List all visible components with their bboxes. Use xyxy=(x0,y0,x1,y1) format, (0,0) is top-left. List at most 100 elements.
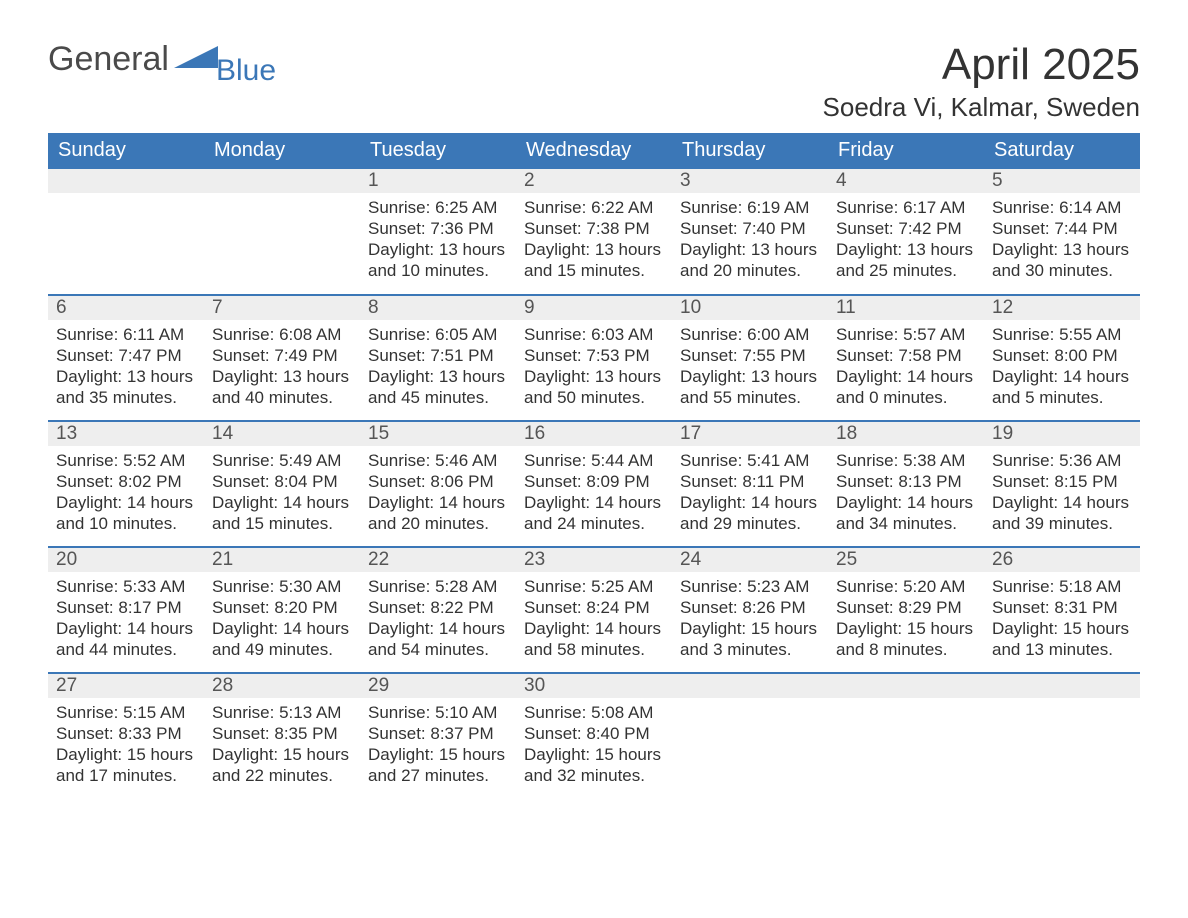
day-body: Sunrise: 5:49 AMSunset: 8:04 PMDaylight:… xyxy=(204,446,360,540)
day-dl2: and 39 minutes. xyxy=(992,513,1132,534)
day-cell: 16Sunrise: 5:44 AMSunset: 8:09 PMDayligh… xyxy=(516,421,672,547)
day-body: Sunrise: 6:08 AMSunset: 7:49 PMDaylight:… xyxy=(204,320,360,414)
day-dl2: and 35 minutes. xyxy=(56,387,196,408)
day-sunset: Sunset: 7:42 PM xyxy=(836,218,976,239)
day-dl1: Daylight: 13 hours xyxy=(212,366,352,387)
week-row: 1Sunrise: 6:25 AMSunset: 7:36 PMDaylight… xyxy=(48,169,1140,295)
day-sunrise: Sunrise: 5:28 AM xyxy=(368,576,508,597)
day-cell xyxy=(984,673,1140,799)
day-dl2: and 20 minutes. xyxy=(368,513,508,534)
day-sunset: Sunset: 7:55 PM xyxy=(680,345,820,366)
day-cell: 7Sunrise: 6:08 AMSunset: 7:49 PMDaylight… xyxy=(204,295,360,421)
day-sunrise: Sunrise: 6:11 AM xyxy=(56,324,196,345)
flag-icon xyxy=(174,46,218,77)
day-sunset: Sunset: 8:17 PM xyxy=(56,597,196,618)
week-row: 27Sunrise: 5:15 AMSunset: 8:33 PMDayligh… xyxy=(48,673,1140,799)
day-sunrise: Sunrise: 5:46 AM xyxy=(368,450,508,471)
day-number: 8 xyxy=(360,296,516,320)
day-dl1: Daylight: 14 hours xyxy=(56,618,196,639)
day-sunset: Sunset: 7:49 PM xyxy=(212,345,352,366)
day-sunrise: Sunrise: 5:33 AM xyxy=(56,576,196,597)
day-dl1: Daylight: 14 hours xyxy=(992,366,1132,387)
day-sunset: Sunset: 8:35 PM xyxy=(212,723,352,744)
day-number: 18 xyxy=(828,422,984,446)
day-dl2: and 34 minutes. xyxy=(836,513,976,534)
day-cell xyxy=(204,169,360,295)
day-header: Thursday xyxy=(672,133,828,169)
day-dl2: and 30 minutes. xyxy=(992,260,1132,281)
day-dl1: Daylight: 13 hours xyxy=(680,366,820,387)
day-header: Sunday xyxy=(48,133,204,169)
day-body: Sunrise: 5:57 AMSunset: 7:58 PMDaylight:… xyxy=(828,320,984,414)
day-cell: 25Sunrise: 5:20 AMSunset: 8:29 PMDayligh… xyxy=(828,547,984,673)
day-sunrise: Sunrise: 6:00 AM xyxy=(680,324,820,345)
day-cell: 24Sunrise: 5:23 AMSunset: 8:26 PMDayligh… xyxy=(672,547,828,673)
day-dl2: and 32 minutes. xyxy=(524,765,664,786)
day-sunrise: Sunrise: 6:19 AM xyxy=(680,197,820,218)
day-sunset: Sunset: 7:40 PM xyxy=(680,218,820,239)
day-dl1: Daylight: 14 hours xyxy=(680,492,820,513)
day-cell: 11Sunrise: 5:57 AMSunset: 7:58 PMDayligh… xyxy=(828,295,984,421)
day-number: 26 xyxy=(984,548,1140,572)
day-body: Sunrise: 6:14 AMSunset: 7:44 PMDaylight:… xyxy=(984,193,1140,287)
day-body: Sunrise: 5:15 AMSunset: 8:33 PMDaylight:… xyxy=(48,698,204,792)
day-number: 10 xyxy=(672,296,828,320)
day-dl1: Daylight: 15 hours xyxy=(56,744,196,765)
day-sunset: Sunset: 8:26 PM xyxy=(680,597,820,618)
day-number: 3 xyxy=(672,169,828,193)
day-body: Sunrise: 5:28 AMSunset: 8:22 PMDaylight:… xyxy=(360,572,516,666)
day-dl2: and 45 minutes. xyxy=(368,387,508,408)
day-sunset: Sunset: 8:22 PM xyxy=(368,597,508,618)
day-dl1: Daylight: 15 hours xyxy=(212,744,352,765)
day-body: Sunrise: 5:44 AMSunset: 8:09 PMDaylight:… xyxy=(516,446,672,540)
title-block: April 2025 xyxy=(942,40,1140,90)
day-sunrise: Sunrise: 5:13 AM xyxy=(212,702,352,723)
day-cell: 21Sunrise: 5:30 AMSunset: 8:20 PMDayligh… xyxy=(204,547,360,673)
day-sunset: Sunset: 8:37 PM xyxy=(368,723,508,744)
day-sunset: Sunset: 8:24 PM xyxy=(524,597,664,618)
day-sunrise: Sunrise: 5:10 AM xyxy=(368,702,508,723)
day-dl1: Daylight: 15 hours xyxy=(992,618,1132,639)
day-dl1: Daylight: 14 hours xyxy=(212,492,352,513)
day-body: Sunrise: 5:10 AMSunset: 8:37 PMDaylight:… xyxy=(360,698,516,792)
day-sunrise: Sunrise: 5:38 AM xyxy=(836,450,976,471)
day-sunset: Sunset: 8:20 PM xyxy=(212,597,352,618)
day-dl1: Daylight: 14 hours xyxy=(212,618,352,639)
day-number xyxy=(984,674,1140,698)
day-dl2: and 15 minutes. xyxy=(212,513,352,534)
day-sunrise: Sunrise: 5:08 AM xyxy=(524,702,664,723)
day-cell: 14Sunrise: 5:49 AMSunset: 8:04 PMDayligh… xyxy=(204,421,360,547)
day-sunset: Sunset: 7:38 PM xyxy=(524,218,664,239)
day-dl1: Daylight: 15 hours xyxy=(680,618,820,639)
day-sunset: Sunset: 7:36 PM xyxy=(368,218,508,239)
day-number: 23 xyxy=(516,548,672,572)
day-cell: 13Sunrise: 5:52 AMSunset: 8:02 PMDayligh… xyxy=(48,421,204,547)
day-number: 4 xyxy=(828,169,984,193)
day-dl2: and 40 minutes. xyxy=(212,387,352,408)
day-body: Sunrise: 5:08 AMSunset: 8:40 PMDaylight:… xyxy=(516,698,672,792)
day-dl1: Daylight: 14 hours xyxy=(524,492,664,513)
day-cell: 5Sunrise: 6:14 AMSunset: 7:44 PMDaylight… xyxy=(984,169,1140,295)
day-sunset: Sunset: 7:58 PM xyxy=(836,345,976,366)
day-sunset: Sunset: 8:13 PM xyxy=(836,471,976,492)
day-dl1: Daylight: 14 hours xyxy=(836,492,976,513)
day-cell xyxy=(672,673,828,799)
day-sunset: Sunset: 8:29 PM xyxy=(836,597,976,618)
page-title: April 2025 xyxy=(942,40,1140,90)
day-sunset: Sunset: 7:51 PM xyxy=(368,345,508,366)
day-cell: 29Sunrise: 5:10 AMSunset: 8:37 PMDayligh… xyxy=(360,673,516,799)
day-dl1: Daylight: 15 hours xyxy=(524,744,664,765)
day-body: Sunrise: 6:03 AMSunset: 7:53 PMDaylight:… xyxy=(516,320,672,414)
day-sunset: Sunset: 8:31 PM xyxy=(992,597,1132,618)
day-header: Monday xyxy=(204,133,360,169)
day-dl2: and 27 minutes. xyxy=(368,765,508,786)
day-cell: 3Sunrise: 6:19 AMSunset: 7:40 PMDaylight… xyxy=(672,169,828,295)
day-number: 5 xyxy=(984,169,1140,193)
day-body: Sunrise: 6:25 AMSunset: 7:36 PMDaylight:… xyxy=(360,193,516,287)
day-header: Saturday xyxy=(984,133,1140,169)
day-number: 20 xyxy=(48,548,204,572)
day-cell xyxy=(48,169,204,295)
day-number: 30 xyxy=(516,674,672,698)
day-cell: 23Sunrise: 5:25 AMSunset: 8:24 PMDayligh… xyxy=(516,547,672,673)
week-row: 13Sunrise: 5:52 AMSunset: 8:02 PMDayligh… xyxy=(48,421,1140,547)
